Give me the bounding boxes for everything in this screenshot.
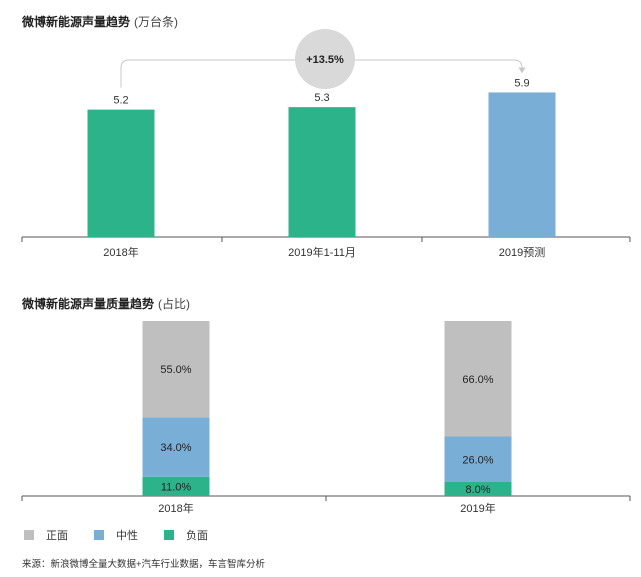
legend-label-positive: 正面 [46, 530, 68, 542]
legend-swatch-positive [24, 530, 34, 540]
chart1-svg: 5.2 2018年 5.3 2019年1-11月 5.9 2019预测 +13.5% [21, 29, 631, 259]
bar-2 [488, 92, 556, 237]
growth-arrowhead [518, 67, 526, 74]
bar-0 [87, 109, 155, 237]
segment-label-2-1: 66.0% [462, 374, 493, 386]
segment-label-0-0: 11.0% [161, 481, 192, 493]
source-note: 来源：新浪微博全量大数据+汽车行业数据，车言智库分析 [22, 559, 266, 570]
chart1-title: 微博新能源声量趋势 (万台条) [22, 13, 178, 30]
chart1-unit: (万台条) [134, 15, 179, 29]
x-tick-label-1: 2019年1-11月 [288, 245, 356, 259]
x-tick-label-0: 2018年 [158, 501, 193, 515]
legend-label-neutral: 中性 [116, 530, 138, 542]
legend-item-positive: 正面 [24, 527, 68, 543]
stack-segment-0-1 [444, 482, 512, 496]
stack-segment-1-0 [142, 417, 210, 477]
stack-segment-0-0 [142, 476, 210, 496]
chart2-unit: (占比) [158, 297, 191, 311]
chart1-title-text: 微博新能源声量趋势 [22, 15, 131, 29]
legend-item-neutral: 中性 [94, 527, 138, 543]
legend-swatch-negative [164, 530, 174, 540]
stack-segment-2-0 [142, 321, 210, 418]
segment-label-0-1: 8.0% [465, 484, 490, 496]
stack-segment-2-1 [444, 321, 512, 437]
bar-1 [288, 107, 356, 238]
legend-swatch-neutral [94, 530, 104, 540]
growth-label: +13.5% [306, 54, 344, 66]
chart2-title: 微博新能源声量质量趋势 (占比) [22, 295, 190, 312]
growth-bubble [295, 29, 355, 89]
chart2-title-text: 微博新能源声量质量趋势 [22, 297, 155, 311]
legend-item-negative: 负面 [164, 527, 208, 543]
bar-value-label-1: 5.3 [314, 92, 329, 104]
bar-value-label-2: 5.9 [514, 77, 529, 89]
x-tick-label-0: 2018年 [103, 245, 138, 259]
x-tick-label-1: 2019年 [460, 501, 495, 515]
bar-value-label-0: 5.2 [113, 95, 128, 107]
chart2-svg: 11.0% 34.0% 55.0% 2018年 8.0% 26.0% 66.0% 2019年 [21, 321, 631, 515]
segment-label-1-1: 26.0% [462, 454, 493, 466]
x-tick-label-2: 2019预测 [499, 246, 545, 259]
legend-label-negative: 负面 [186, 530, 208, 542]
stack-segment-1-1 [444, 436, 512, 482]
legend: 正面 中性 负面 [24, 527, 208, 543]
segment-label-1-0: 34.0% [160, 442, 191, 454]
segment-label-2-0: 55.0% [160, 364, 191, 376]
